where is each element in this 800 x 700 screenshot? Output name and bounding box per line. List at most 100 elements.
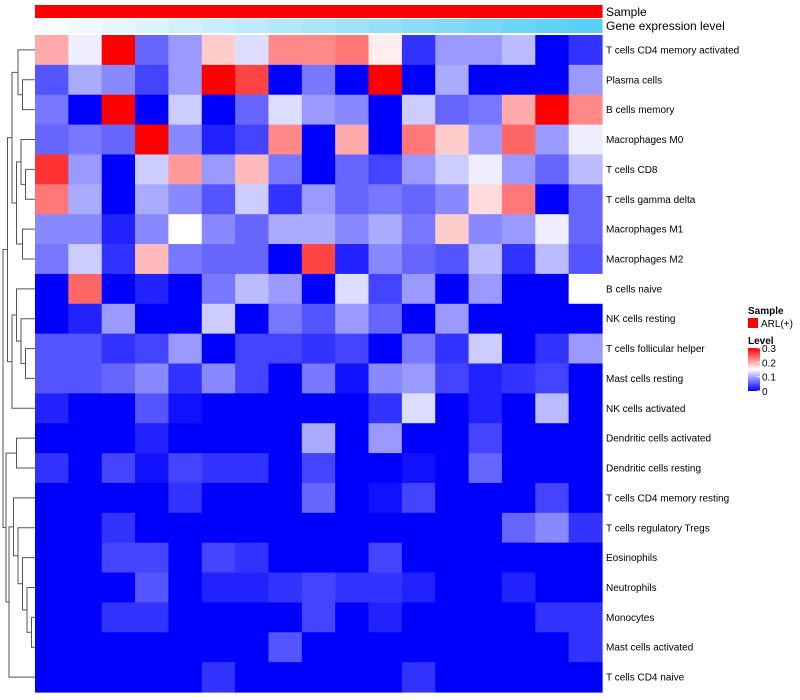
heatmap-cell <box>535 662 570 693</box>
heatmap-cell <box>168 542 203 574</box>
heatmap-cell <box>301 453 336 484</box>
heatmap-cell <box>468 273 503 305</box>
heatmap-cell <box>168 214 203 245</box>
heatmap-cell <box>201 482 236 514</box>
heatmap-cell <box>35 542 69 574</box>
heatmap-cell <box>501 214 536 245</box>
heatmap-cell <box>335 482 370 514</box>
heatmap-cell <box>301 602 336 633</box>
row-label: NK cells resting <box>606 314 675 325</box>
sample-annot-cell <box>35 5 69 18</box>
heatmap-cell <box>435 662 470 693</box>
legend-tick-label: 0.3 <box>762 344 776 355</box>
heatmap-cell <box>468 94 503 126</box>
heatmap-cell <box>435 273 470 305</box>
heatmap-cell <box>368 64 403 96</box>
heatmap-cell <box>135 572 170 604</box>
heatmap-cell <box>301 632 336 663</box>
heatmap-cell <box>68 273 103 305</box>
heatmap-cell <box>568 303 603 335</box>
heatmap-cell <box>301 662 336 693</box>
heatmap-cell <box>368 333 403 365</box>
heatmap-cell <box>101 512 136 544</box>
row-labels: T cells CD4 memory activated Plasma cells… <box>606 45 739 683</box>
gene-expression-track-label: Gene expression level <box>606 19 725 33</box>
heatmap-cell <box>335 154 370 185</box>
heatmap-cell <box>68 393 103 424</box>
heatmap-cell <box>235 363 270 394</box>
sample-annot-cell <box>401 5 436 18</box>
heatmap-cell <box>368 423 403 454</box>
gene-expression-annot-cell <box>435 19 470 33</box>
heatmap-cell <box>535 303 570 335</box>
gene-expression-annot-cell <box>401 19 436 33</box>
heatmap-cell <box>235 64 270 96</box>
heatmap-cell <box>501 94 536 126</box>
heatmap-cell <box>335 303 370 335</box>
heatmap-cell <box>301 542 336 574</box>
heatmap-cell <box>368 273 403 305</box>
heatmap-cell <box>335 124 370 156</box>
heatmap-cell <box>401 244 436 275</box>
heatmap-cell <box>368 214 403 245</box>
heatmap-cell <box>435 244 470 275</box>
heatmap-cell <box>535 512 570 544</box>
heatmap-cell <box>235 542 270 574</box>
heatmap-cell <box>535 64 570 96</box>
heatmap-cell <box>135 35 170 66</box>
heatmap-cell <box>201 632 236 663</box>
heatmap-cell <box>568 244 603 275</box>
heatmap-cell <box>35 64 69 96</box>
heatmap-cell <box>568 35 603 66</box>
heatmap-cell <box>401 423 436 454</box>
heatmap-cell <box>235 482 270 514</box>
heatmap-cell <box>201 94 236 126</box>
sample-annot-cell <box>535 5 570 18</box>
heatmap-cell <box>301 184 336 215</box>
heatmap-cell <box>135 423 170 454</box>
heatmap-cell <box>268 64 303 96</box>
heatmap-cell <box>235 273 270 305</box>
heatmap-cell <box>501 482 536 514</box>
heatmap-cell <box>568 124 603 156</box>
heatmap-cell <box>235 423 270 454</box>
heatmap-cell <box>335 273 370 305</box>
heatmap-cell <box>268 512 303 544</box>
heatmap-cell <box>68 94 103 126</box>
heatmap-cell <box>101 363 136 394</box>
heatmap-cell <box>468 333 503 365</box>
heatmap-cell <box>68 512 103 544</box>
dendrogram-branch <box>22 79 35 111</box>
row-label: Plasma cells <box>606 75 662 86</box>
heatmap-cell <box>201 453 236 484</box>
heatmap-cell <box>201 184 236 215</box>
row-label: T cells gamma delta <box>606 195 696 206</box>
heatmap-cell <box>568 542 603 574</box>
heatmap-cell <box>35 124 69 156</box>
heatmap-cell <box>201 393 236 424</box>
heatmap-cell <box>101 64 136 96</box>
sample-annot-cell <box>268 5 303 18</box>
heatmap-cell <box>68 184 103 215</box>
heatmap-cell <box>435 632 470 663</box>
heatmap-cell <box>435 214 470 245</box>
heatmap-cell <box>468 572 503 604</box>
heatmap-cell <box>368 154 403 185</box>
heatmap-cell <box>235 303 270 335</box>
heatmap-cell <box>268 184 303 215</box>
heatmap-cell <box>101 423 136 454</box>
heatmap-cell <box>301 94 336 126</box>
dendrogram-branch <box>20 139 35 185</box>
heatmap-cell <box>468 303 503 335</box>
gene-expression-annot-cell <box>335 19 370 33</box>
heatmap-cell <box>135 512 170 544</box>
heatmap-cell <box>68 303 103 335</box>
heatmap-cell <box>68 244 103 275</box>
heatmap-cell <box>501 423 536 454</box>
heatmap-cell <box>568 512 603 544</box>
sample-annot-cell <box>435 5 470 18</box>
heatmap-cell <box>335 602 370 633</box>
heatmap-cell <box>201 35 236 66</box>
heatmap-cell <box>535 453 570 484</box>
heatmap-cell <box>68 482 103 514</box>
